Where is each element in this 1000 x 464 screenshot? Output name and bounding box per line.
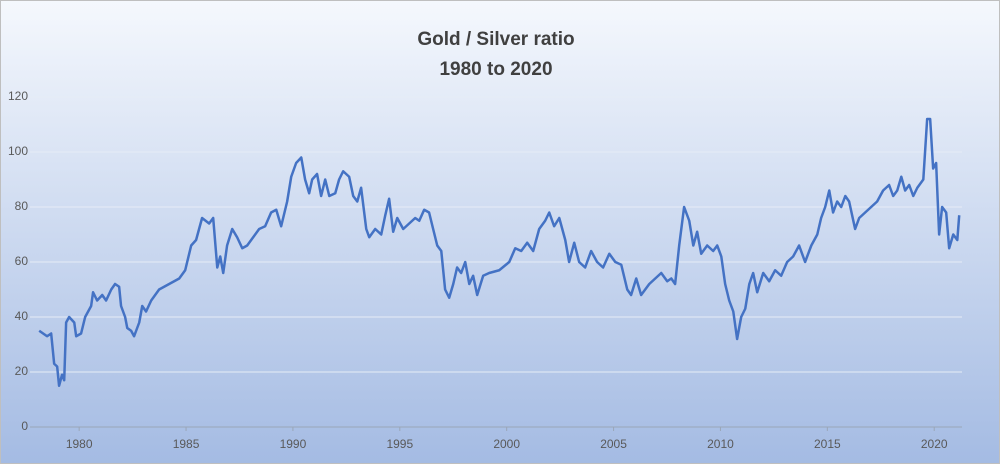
x-tick-label: 1995 <box>386 437 413 451</box>
y-tick-label: 60 <box>15 254 29 268</box>
series-line <box>38 117 961 387</box>
y-tick-label: 100 <box>8 144 28 158</box>
y-tick-label: 40 <box>15 309 29 323</box>
chart-title: Gold / Silver ratio <box>417 29 574 50</box>
x-tick-label: 2000 <box>493 437 520 451</box>
x-tick-label: 2020 <box>921 437 948 451</box>
y-tick-label: 20 <box>15 364 29 378</box>
y-tick-label: 80 <box>15 199 29 213</box>
x-tick-label: 1985 <box>173 437 200 451</box>
x-tick-label: 1990 <box>280 437 307 451</box>
x-tick-label: 2010 <box>707 437 734 451</box>
x-tick-label: 2015 <box>814 437 841 451</box>
y-tick-label: 120 <box>8 89 28 103</box>
y-tick-label: 0 <box>21 419 28 433</box>
chart-subtitle: 1980 to 2020 <box>439 59 552 80</box>
x-tick-label: 1980 <box>66 437 93 451</box>
x-tick-label: 2005 <box>600 437 627 451</box>
